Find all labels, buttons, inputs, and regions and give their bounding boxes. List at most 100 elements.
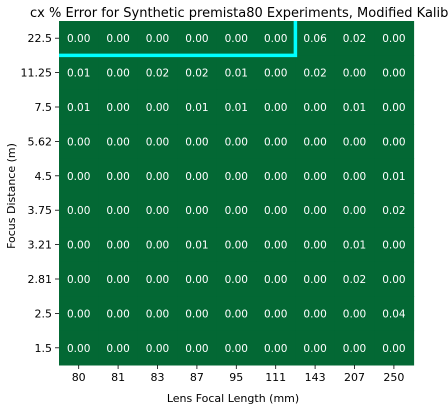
heatmap-cell: [374, 296, 415, 332]
x-tick-label: 143: [305, 371, 326, 384]
cell-value-label: 0.00: [303, 343, 326, 355]
heatmap-cell: [256, 158, 296, 194]
cell-value-label: 0.00: [185, 343, 208, 355]
x-tick-label: 250: [383, 371, 404, 384]
heatmap-cell: [256, 124, 296, 160]
heatmap-cell: [137, 89, 178, 125]
y-tick-label: 22.5: [28, 32, 53, 45]
heatmap-cell: [177, 89, 218, 125]
heatmap-cell: [137, 330, 178, 366]
heatmap-cell: [216, 296, 257, 332]
heatmap-cell: [374, 193, 415, 228]
x-tick-label: 207: [344, 371, 365, 384]
cell-value-label: 0.00: [303, 205, 326, 217]
heatmap-cell: [98, 158, 139, 194]
x-tick-label: 95: [229, 371, 243, 384]
highlight-outline: [59, 21, 298, 58]
heatmap-cell: [334, 227, 375, 263]
y-axis-label: Focus Distance (m): [5, 143, 18, 249]
cell-value-label: 0.00: [146, 171, 169, 183]
cell-value-label: 0.00: [106, 68, 129, 80]
heatmap-cell: [177, 55, 218, 91]
cell-value-label: 0.00: [264, 240, 287, 252]
cell-value-label: 0.00: [185, 136, 208, 148]
cell-value-label: 0.00: [264, 274, 287, 286]
cell-value-label: 0.00: [225, 308, 248, 320]
cell-value-label: 0.00: [264, 33, 287, 45]
heatmap-cell: [216, 124, 257, 160]
cell-value-label: 0.00: [106, 240, 129, 252]
cell-value-label: 0.00: [146, 205, 169, 217]
cell-value-label: 0.00: [67, 136, 90, 148]
heatmap-cell: [137, 296, 178, 332]
y-tick-label: 5.62: [28, 135, 53, 148]
cell-value-label: 0.00: [382, 343, 405, 355]
heatmap-cell: [59, 296, 99, 332]
y-axis-ticks: 22.5 11.25 7.5 5.62 4.5 3.75 3.21 2.81 2.5 1.5: [21, 32, 59, 355]
cell-value-label: 0.00: [67, 308, 90, 320]
cell-value-label: 0.01: [343, 102, 366, 114]
cell-value-label: 0.00: [303, 171, 326, 183]
x-tick-label: 87: [190, 371, 204, 384]
cell-value-label: 0.00: [106, 33, 129, 45]
heatmap-cell: [98, 193, 139, 228]
cell-value-label: 0.00: [343, 68, 366, 80]
heatmap-cell: [59, 193, 99, 228]
cell-value-label: 0.00: [67, 274, 90, 286]
cell-value-label: 0.02: [185, 68, 208, 80]
heatmap-cell: [137, 193, 178, 228]
cell-value-label: 0.00: [67, 205, 90, 217]
cell-value-label: 0.00: [343, 136, 366, 148]
cell-value-label: 0.00: [146, 240, 169, 252]
cell-value-label: 0.00: [225, 205, 248, 217]
cell-value-label: 0.00: [67, 343, 90, 355]
cell-value-label: 0.00: [185, 205, 208, 217]
heatmap-cell: [256, 193, 296, 228]
cell-value-label: 0.02: [303, 68, 326, 80]
y-tick-label: 2.5: [35, 307, 53, 320]
cell-value-label: 0.01: [67, 68, 90, 80]
x-tick-label: 111: [265, 371, 286, 384]
cell-value-label: 0.00: [106, 308, 129, 320]
y-tick-label: 7.5: [35, 101, 53, 114]
heatmap-cell: [374, 261, 415, 297]
heatmap-cell: [334, 296, 375, 332]
x-axis-ticks: 80 81 83 87 95 111 143 207 250: [72, 365, 404, 384]
cell-value-label: 0.00: [343, 171, 366, 183]
heatmap-cell: [334, 261, 375, 297]
heatmap-cell: [177, 261, 218, 297]
heatmap-cell: [216, 55, 257, 91]
cell-value-label: 0.01: [225, 68, 248, 80]
heatmap-cell: [374, 330, 415, 366]
heatmap-cell: [295, 261, 336, 297]
cell-value-label: 0.00: [343, 343, 366, 355]
y-tick-label: 4.5: [35, 170, 53, 183]
heatmap-cell: [98, 55, 139, 91]
y-tick-label: 1.5: [35, 342, 53, 355]
cell-value-label: 0.00: [106, 136, 129, 148]
cell-value-label: 0.00: [225, 343, 248, 355]
cell-value-label: 0.00: [382, 240, 405, 252]
cell-value-label: 0.02: [382, 205, 405, 217]
heatmap-cell: [216, 193, 257, 228]
heatmap-cell: [374, 55, 415, 91]
x-tick-label: 81: [111, 371, 125, 384]
heatmap-cell: [137, 261, 178, 297]
cell-value-label: 0.00: [106, 343, 129, 355]
heatmap-cell: [216, 158, 257, 194]
heatmap-cell: [59, 21, 99, 56]
highlight-region: [59, 21, 298, 58]
chart-title: cx % Error for Synthetic premista80 Expe…: [30, 6, 448, 21]
heatmap-cell: [98, 124, 139, 160]
cell-value-label: 0.00: [225, 33, 248, 45]
heatmap-cell-labels: 0.00 0.00 0.00 0.00 0.00 0.00 0.06 0.02 0.00 0.01…: [67, 33, 406, 355]
cell-value-label: 0.02: [343, 274, 366, 286]
cell-value-label: 0.00: [264, 68, 287, 80]
heatmap-cell: [334, 89, 375, 125]
heatmap-cell: [177, 158, 218, 194]
heatmap-cell: [98, 21, 139, 56]
heatmap-cell: [374, 124, 415, 160]
heatmap-cell: [98, 227, 139, 263]
cell-value-label: 0.00: [303, 240, 326, 252]
